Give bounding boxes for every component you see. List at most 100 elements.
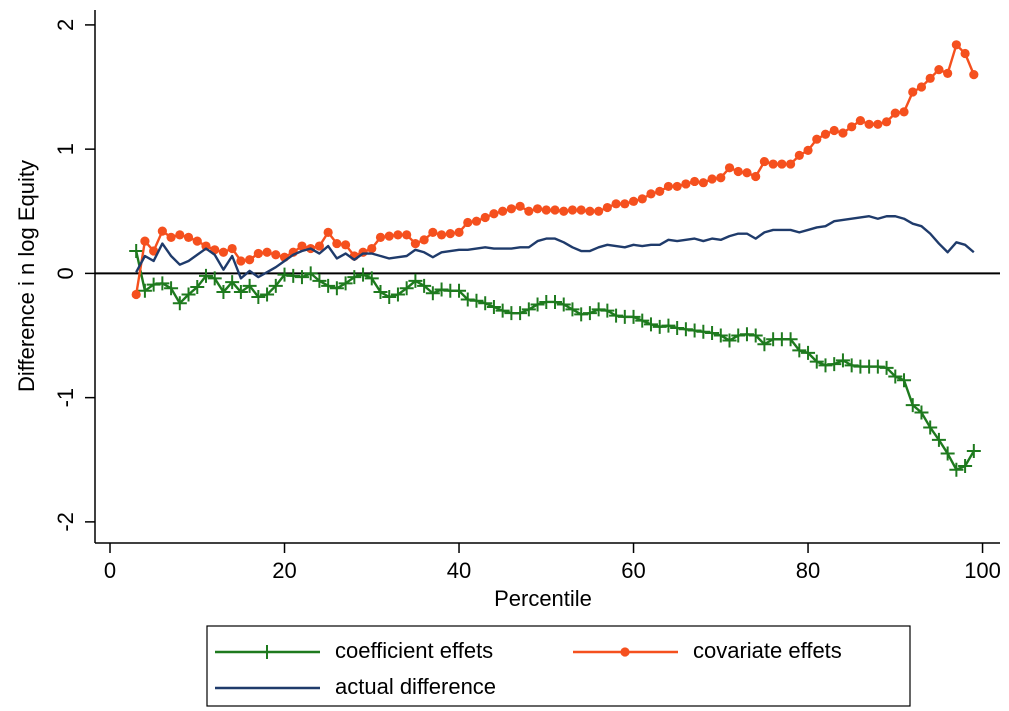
marker-plus	[364, 271, 379, 286]
marker-plus	[277, 267, 292, 282]
marker-circle	[794, 150, 804, 160]
marker-circle	[733, 166, 743, 177]
legend-marker	[620, 647, 630, 657]
marker-plus	[251, 290, 266, 304]
marker-plus	[513, 306, 528, 321]
marker-circle	[681, 179, 691, 189]
marker-plus	[897, 373, 912, 388]
marker-plus	[940, 446, 955, 461]
marker-circle	[812, 134, 822, 144]
marker-circle	[183, 232, 194, 242]
marker-circle	[742, 168, 752, 178]
marker-plus	[783, 332, 798, 347]
marker-circle	[489, 209, 499, 219]
marker-plus	[233, 285, 248, 300]
marker-plus	[713, 328, 728, 343]
marker-plus	[373, 285, 388, 300]
marker-plus	[399, 281, 414, 296]
marker-circle	[175, 230, 185, 240]
marker-plus	[818, 358, 833, 373]
marker-circle	[245, 255, 255, 265]
marker-circle	[506, 204, 516, 214]
marker-plus	[417, 278, 432, 293]
marker-circle	[585, 206, 595, 216]
marker-plus	[137, 283, 152, 298]
marker-circle	[140, 236, 150, 246]
marker-plus	[495, 303, 510, 318]
marker-plus	[478, 296, 493, 311]
marker-circle	[864, 119, 874, 129]
marker-plus	[643, 317, 658, 332]
marker-plus	[321, 278, 336, 293]
marker-plus	[460, 292, 475, 307]
marker-plus	[870, 359, 885, 374]
marker-circle	[253, 248, 263, 259]
marker-plus	[382, 290, 397, 304]
marker-plus	[268, 278, 283, 293]
marker-circle	[340, 240, 351, 250]
marker-plus	[652, 319, 667, 334]
marker-circle	[480, 212, 490, 223]
marker-circle	[454, 227, 464, 237]
y-axis-title: Difference i n log Equity	[14, 160, 39, 392]
marker-plus	[172, 296, 187, 311]
marker-plus	[600, 303, 615, 318]
marker-circle	[541, 205, 551, 215]
y-tick-label: 0	[53, 267, 78, 279]
marker-plus	[408, 273, 423, 288]
marker-plus	[390, 287, 405, 302]
marker-plus	[294, 270, 309, 285]
marker-circle	[838, 128, 848, 138]
marker-circle	[236, 256, 246, 266]
x-tick-label: 20	[272, 558, 296, 583]
y-tick-label: -1	[53, 388, 78, 408]
marker-circle	[314, 241, 325, 251]
marker-circle	[690, 176, 700, 187]
marker-circle	[524, 206, 534, 216]
y-tick-label: 2	[53, 19, 78, 31]
marker-circle	[393, 230, 403, 240]
series-line	[134, 43, 975, 295]
marker-circle	[323, 227, 333, 237]
marker-circle	[916, 82, 927, 92]
marker-circle	[646, 189, 656, 199]
marker-circle	[375, 232, 386, 242]
marker-plus	[591, 302, 606, 317]
marker-circle	[716, 173, 726, 183]
marker-circle	[628, 196, 639, 206]
legend-box	[206, 625, 911, 707]
marker-plus	[582, 306, 597, 321]
marker-circle	[498, 206, 508, 216]
marker-circle	[218, 247, 229, 257]
marker-circle	[402, 230, 412, 240]
marker-plus	[635, 313, 650, 328]
marker-plus	[486, 299, 501, 314]
marker-plus	[303, 266, 318, 281]
marker-plus	[452, 283, 467, 298]
marker-circle	[969, 70, 979, 80]
marker-circle	[445, 229, 455, 239]
marker-circle	[960, 48, 970, 59]
marker-plus	[521, 302, 536, 317]
marker-plus	[809, 354, 824, 369]
marker-circle	[724, 163, 735, 173]
marker-plus	[914, 405, 929, 420]
marker-circle	[663, 181, 674, 192]
marker-plus	[312, 273, 327, 288]
x-axis-title: Percentile	[494, 586, 592, 611]
marker-circle	[384, 231, 394, 241]
marker-plus	[879, 360, 894, 375]
marker-circle	[149, 246, 159, 256]
marker-circle	[262, 247, 272, 257]
marker-plus	[225, 275, 240, 290]
marker-plus	[792, 343, 807, 358]
marker-plus	[347, 270, 362, 285]
x-tick-label: 60	[621, 558, 645, 583]
marker-circle	[131, 289, 141, 300]
marker-circle	[419, 235, 429, 245]
marker-plus	[530, 297, 545, 312]
marker-plus	[469, 293, 484, 308]
marker-plus	[286, 268, 301, 283]
marker-plus	[705, 326, 720, 341]
